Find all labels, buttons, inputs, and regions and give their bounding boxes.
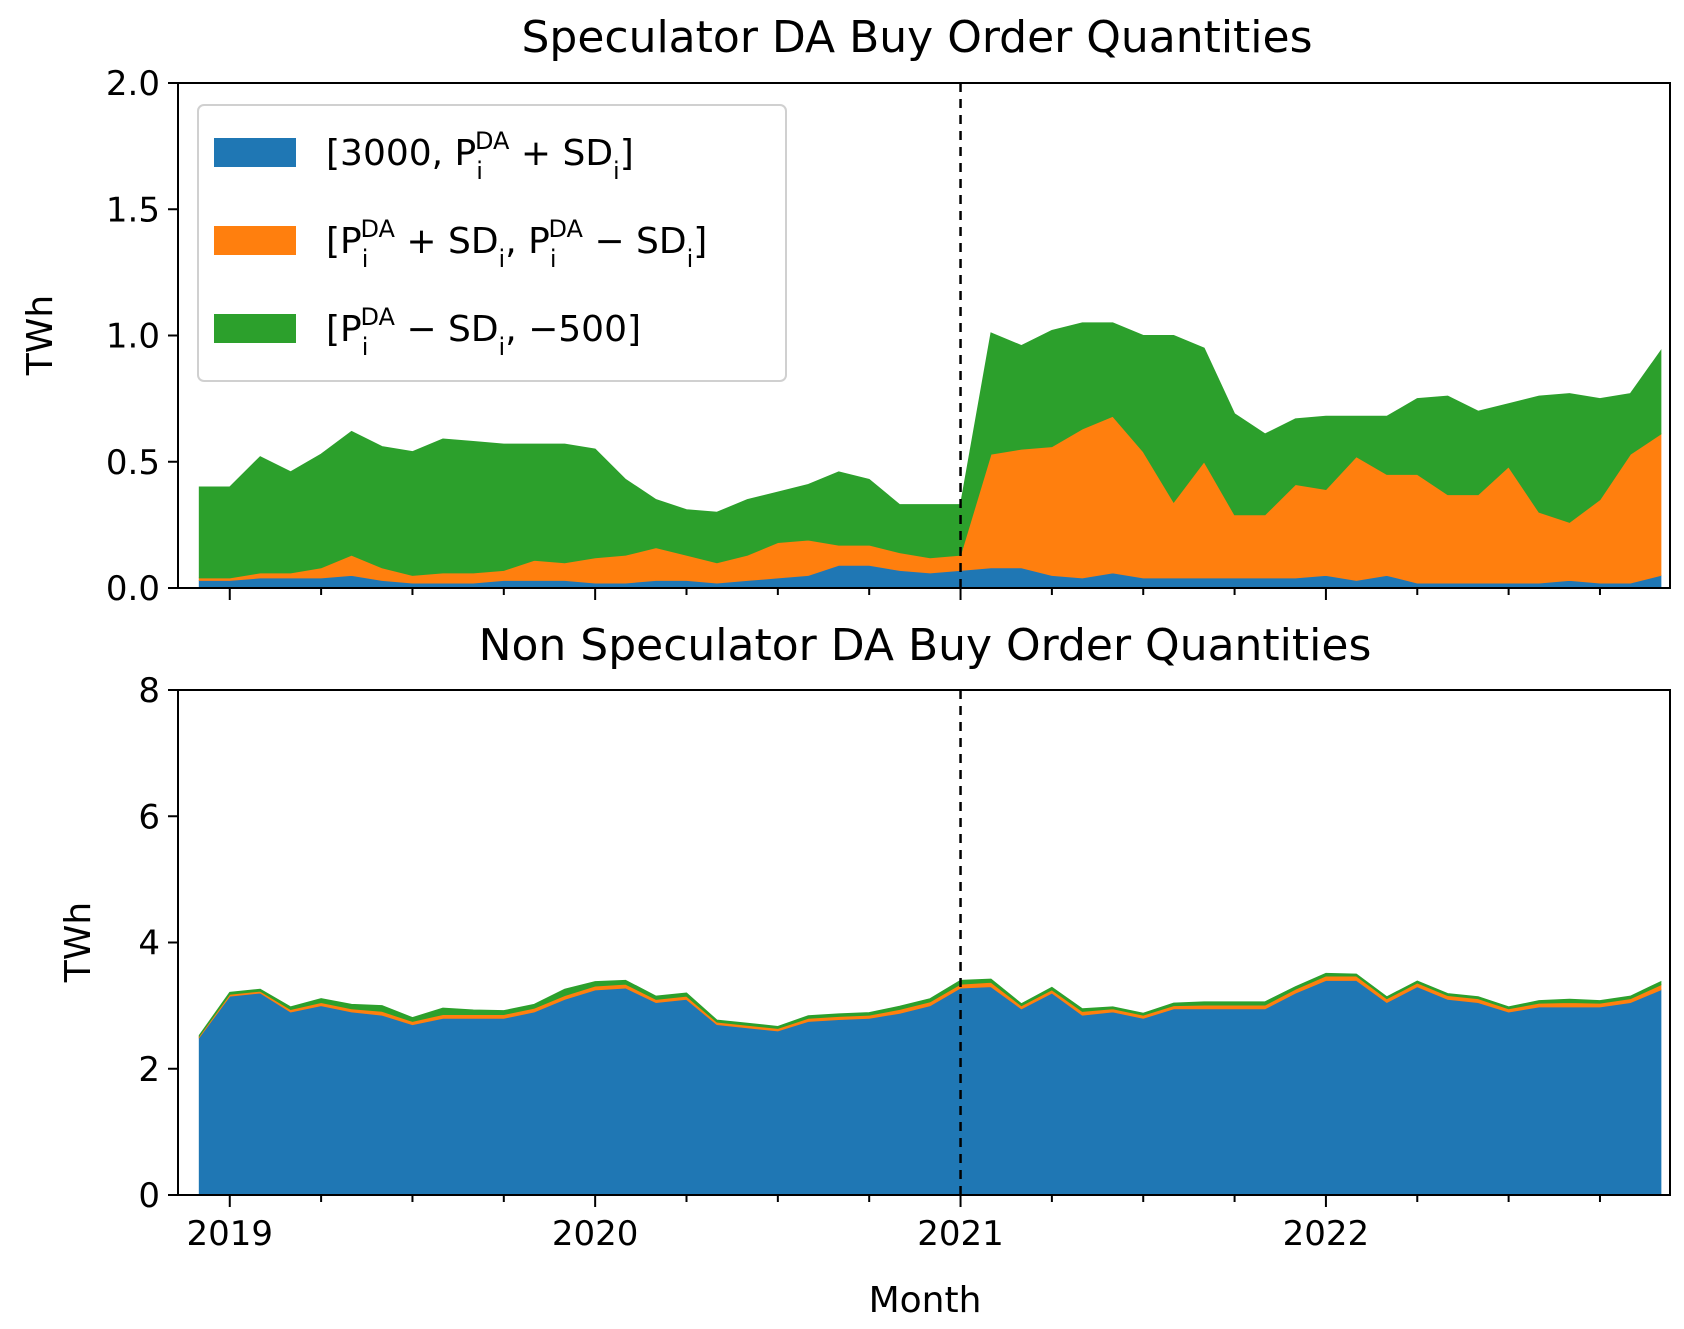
x-tick-label: 2019 xyxy=(186,1214,273,1254)
y-tick-label: 1.5 xyxy=(106,190,160,230)
speculator-y-ticks: 0.0 0.5 1.0 1.5 2.0 xyxy=(106,64,178,609)
y-tick-label: 0.5 xyxy=(106,443,160,483)
non-speculator-x-ticks: 2019 2020 2021 2022 xyxy=(186,1195,1601,1254)
speculator-chart-title: Speculator DA Buy Order Quantities xyxy=(521,12,1312,63)
y-tick-label: 4 xyxy=(138,924,160,964)
series-area-1-3 xyxy=(198,322,1662,579)
legend-label-2: [PiDA + SDi, PiDA − SDi] xyxy=(326,215,707,273)
y-tick-label: 8 xyxy=(138,671,160,711)
speculator-areas xyxy=(198,322,1662,589)
non-speculator-y-ticks: 0 2 4 6 8 xyxy=(138,671,178,1216)
speculator-plot-frame xyxy=(177,82,1671,589)
x-tick-label: 2021 xyxy=(917,1214,1004,1254)
y-tick-label: 2 xyxy=(138,1050,160,1090)
series-area-2-3 xyxy=(198,972,1662,1038)
legend-label-1: [3000, PiDA + SDi] xyxy=(326,127,634,185)
non-speculator-areas xyxy=(198,972,1662,1196)
legend-swatch-3 xyxy=(214,314,296,343)
y-tick-label: 6 xyxy=(138,797,160,837)
y-tick-label: 0 xyxy=(138,1176,160,1216)
y-tick-label: 2.0 xyxy=(106,64,160,104)
speculator-panel: Speculator DA Buy Order Quantities 0.00.… xyxy=(20,12,1671,609)
legend-swatch-2 xyxy=(214,226,296,255)
legend-label-3: [PiDA − SDi, −500] xyxy=(326,303,641,361)
non-speculator-chart-title: Non Speculator DA Buy Order Quantities xyxy=(479,620,1372,671)
legend-box xyxy=(197,104,787,382)
speculator-x-ticks xyxy=(228,588,1601,600)
y-tick-label: 1.0 xyxy=(106,317,160,357)
legend-swatch-1 xyxy=(214,138,296,167)
x-axis-label: Month xyxy=(869,1280,982,1321)
y-tick-label: 0.0 xyxy=(106,569,160,609)
non-speculator-panel: Non Speculator DA Buy Order Quantities 0… xyxy=(58,620,1671,1321)
speculator-y-axis-label: TWh xyxy=(20,295,61,376)
non-speculator-plot-frame xyxy=(177,689,1671,1196)
non-speculator-y-axis-label: TWh xyxy=(58,902,99,983)
x-tick-label: 2022 xyxy=(1283,1214,1370,1254)
legend: [3000, PiDA + SDi] [PiDA + SDi, PiDA − S… xyxy=(197,104,787,382)
x-tick-label: 2020 xyxy=(552,1214,639,1254)
series-area-2-1 xyxy=(198,979,1662,1196)
